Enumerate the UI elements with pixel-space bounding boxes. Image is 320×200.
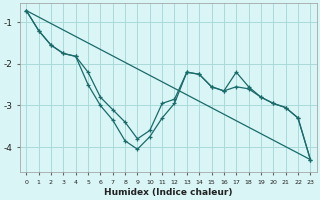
X-axis label: Humidex (Indice chaleur): Humidex (Indice chaleur)	[104, 188, 233, 197]
